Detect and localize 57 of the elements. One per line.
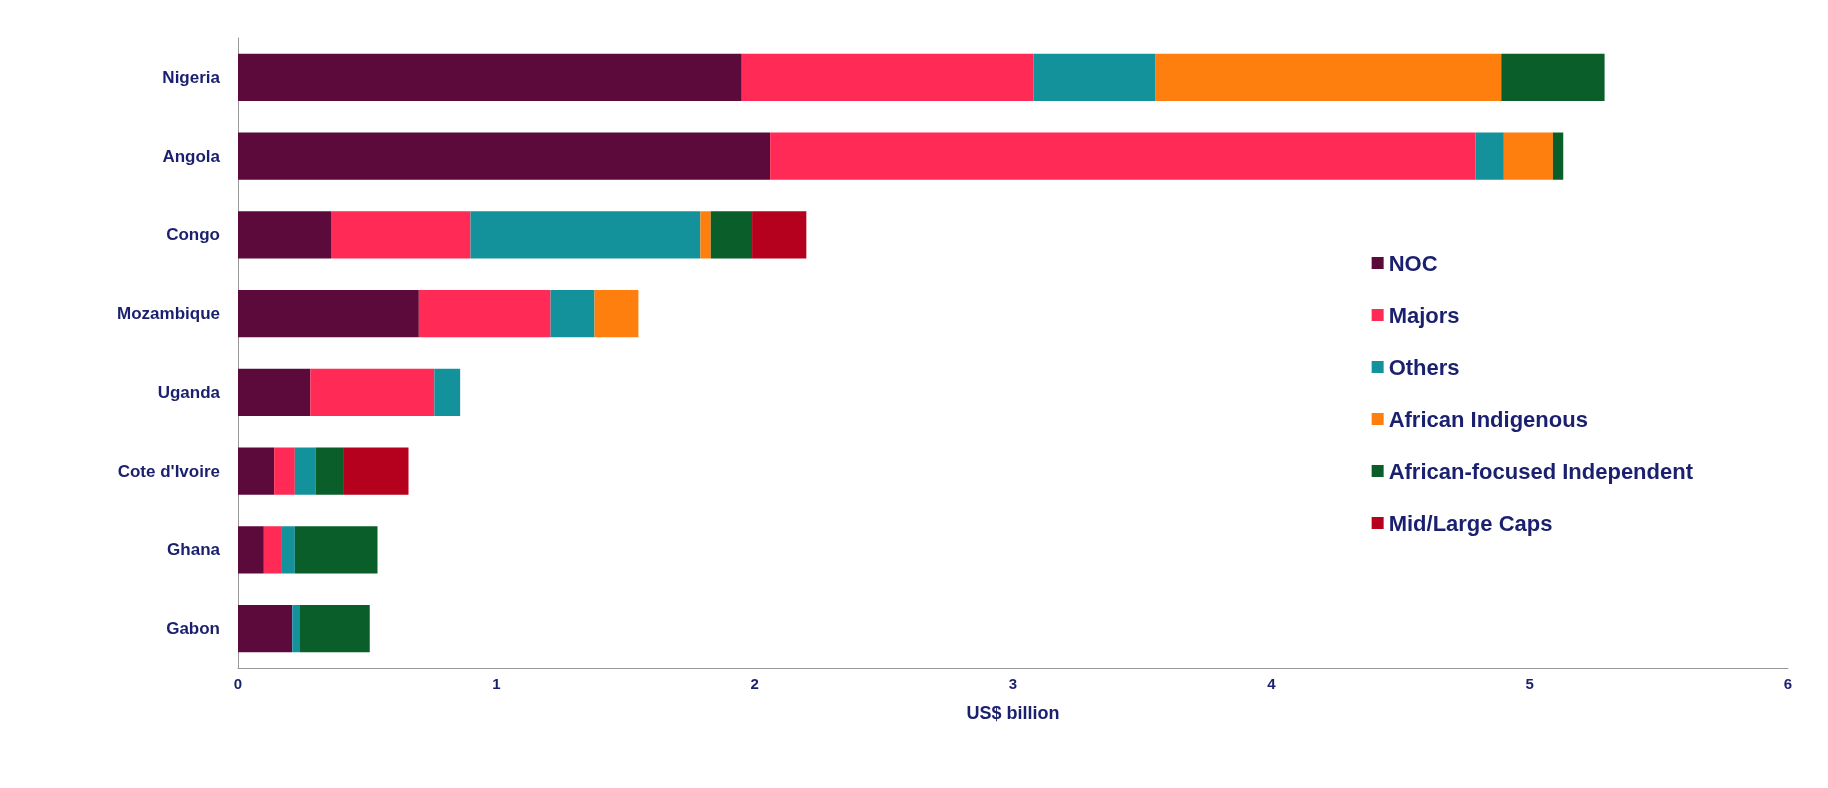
bar — [238, 132, 771, 180]
bar — [281, 526, 295, 574]
x-tick-label: 3 — [1008, 675, 1018, 692]
bar — [238, 605, 293, 653]
bar — [594, 290, 639, 338]
bar — [331, 211, 471, 259]
bar — [1155, 53, 1502, 101]
y-tick-label: Congo — [166, 225, 220, 245]
legend-label: Mid/Large Caps — [1388, 510, 1553, 536]
bar — [1475, 132, 1504, 180]
bar — [700, 211, 711, 259]
bar — [310, 368, 435, 416]
y-tick-label: Cote d'Ivoire — [117, 461, 220, 481]
bar — [300, 605, 370, 653]
legend-label: Others — [1388, 354, 1460, 380]
bar — [770, 132, 1476, 180]
legend-label: African Indigenous — [1388, 406, 1588, 432]
bar — [470, 211, 701, 259]
bar — [343, 447, 409, 495]
legend-label: Majors — [1388, 302, 1460, 328]
x-axis-title: US$ billion — [966, 703, 1060, 723]
bar — [238, 290, 419, 338]
bar — [238, 447, 275, 495]
x-tick-label: 2 — [750, 675, 759, 692]
bar — [710, 211, 753, 259]
bar — [294, 526, 378, 574]
bar — [1501, 53, 1605, 101]
legend-label: African-focused Independent — [1388, 458, 1694, 484]
y-tick-label: Mozambique — [117, 304, 220, 324]
bar — [294, 447, 316, 495]
bar — [274, 447, 295, 495]
bar — [1033, 53, 1156, 101]
bar — [315, 447, 344, 495]
y-tick-label: Ghana — [167, 540, 221, 560]
bar — [434, 368, 461, 416]
x-tick-label: 0 — [233, 675, 243, 692]
legend-label: NOC — [1388, 250, 1438, 276]
bar — [741, 53, 1034, 101]
bar — [550, 290, 595, 338]
bar — [418, 290, 551, 338]
bar — [238, 526, 264, 574]
bar — [1552, 132, 1564, 180]
bar — [752, 211, 807, 259]
y-tick-label: Gabon — [166, 619, 220, 639]
bar — [238, 368, 311, 416]
x-tick-label: 1 — [492, 675, 501, 692]
x-tick-label: 4 — [1267, 675, 1277, 692]
x-tick-label: 6 — [1783, 675, 1793, 692]
bar — [238, 53, 742, 101]
y-tick-label: Angola — [162, 146, 221, 166]
y-tick-label: Nigeria — [162, 67, 221, 87]
bar — [238, 211, 331, 259]
y-tick-label: Uganda — [157, 382, 221, 402]
bar — [1503, 132, 1553, 180]
bar — [292, 605, 300, 653]
bar — [263, 526, 282, 574]
x-tick-label: 5 — [1525, 675, 1534, 692]
